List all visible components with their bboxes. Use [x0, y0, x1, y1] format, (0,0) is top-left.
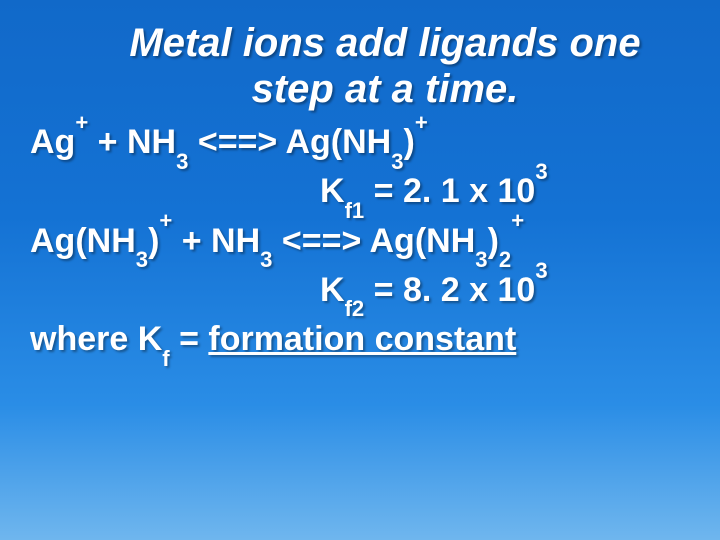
title-line-2: step at a time. [252, 67, 519, 111]
kf2-eq: = 8. 2 x 10 [364, 271, 535, 309]
where-term: formation constant [208, 320, 516, 358]
eq1-reactant-sup: + [75, 110, 88, 135]
eq2-r1-sub: 3 [136, 247, 148, 272]
where-sub: f [162, 346, 169, 371]
eq1-arrow: <==> Ag(NH [188, 123, 391, 161]
eq1-plus: + NH [88, 123, 176, 161]
eq1-nh-sub: 3 [176, 149, 188, 174]
eq1-close: ) [404, 123, 415, 161]
kf1-line: Kf1 = 2. 1 x 103 [30, 167, 690, 216]
kf2-sub: f2 [345, 296, 365, 321]
eq2-nh-sub: 3 [260, 247, 272, 272]
where-eq: = [170, 320, 209, 358]
where-prefix: where K [30, 320, 162, 358]
kf1-exp: 3 [535, 159, 547, 184]
slide-content: Ag+ + NH3 <==> Ag(NH3)+ Kf1 = 2. 1 x 103… [30, 118, 690, 364]
eq2-arrow: <==> Ag(NH [272, 222, 475, 260]
eq1-reactant: Ag [30, 123, 75, 161]
kf1-sub: f1 [345, 198, 365, 223]
slide-title: Metal ions add ligands one step at a tim… [90, 20, 680, 112]
kf1-prefix: K [320, 172, 345, 210]
where-line: where Kf = formation constant [30, 315, 690, 364]
kf2-prefix: K [320, 271, 345, 309]
eq2-prod-sub1: 3 [475, 247, 487, 272]
eq2-prod-sub2: 2 [499, 247, 511, 272]
equation-2: Ag(NH3)+ + NH3 <==> Ag(NH3)2+ [30, 217, 690, 266]
eq2-r1-close: ) [148, 222, 159, 260]
title-line-1: Metal ions add ligands one [129, 21, 640, 65]
eq1-prod-sup: + [415, 110, 428, 135]
eq2-reactant: Ag(NH [30, 222, 136, 260]
kf2-exp: 3 [535, 258, 547, 283]
eq2-plus: + NH [172, 222, 260, 260]
kf1-eq: = 2. 1 x 10 [364, 172, 535, 210]
eq2-prod-sup: + [511, 208, 524, 233]
equation-1: Ag+ + NH3 <==> Ag(NH3)+ [30, 118, 690, 167]
kf2-line: Kf2 = 8. 2 x 103 [30, 266, 690, 315]
eq2-r1-sup: + [159, 208, 172, 233]
slide: Metal ions add ligands one step at a tim… [0, 0, 720, 364]
eq1-prod-sub: 3 [391, 149, 403, 174]
eq2-prod-close: ) [488, 222, 499, 260]
